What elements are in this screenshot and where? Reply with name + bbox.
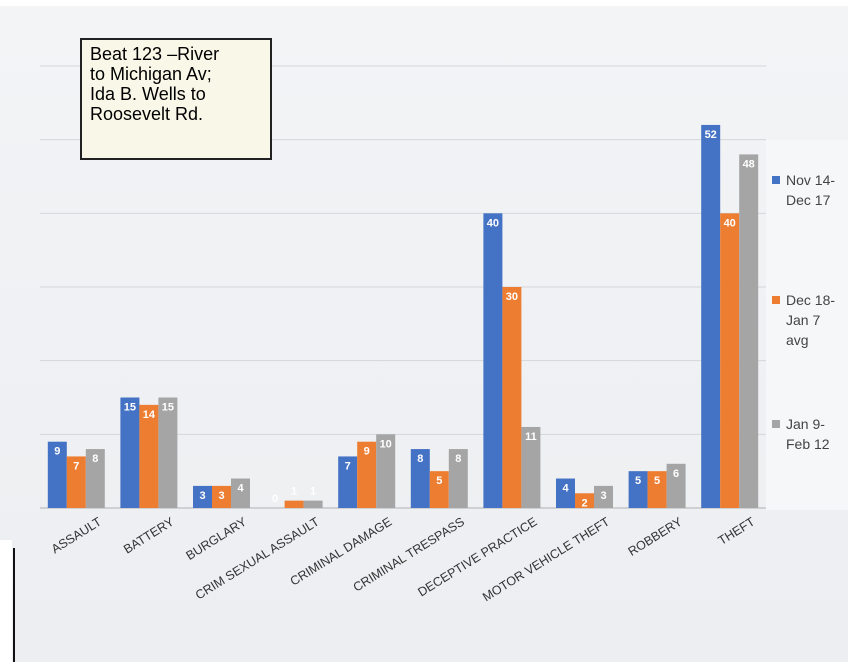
bar: [212, 485, 231, 508]
bar: [720, 213, 740, 509]
bars: [47, 124, 759, 509]
legend-nov-dec-line-1: Nov 14-: [786, 172, 836, 188]
bar: [85, 449, 105, 508]
bar: [120, 397, 140, 508]
data-label: 1: [310, 486, 316, 498]
beat-line-1: Beat 123 –River: [90, 44, 220, 64]
bar: [575, 493, 594, 508]
data-label: 4: [562, 483, 569, 495]
data-label: 7: [73, 460, 79, 472]
beat-line-2: to Michigan Av;: [90, 64, 212, 84]
bar: [628, 471, 648, 508]
legend-dec-jan-line-3: avg: [786, 332, 809, 348]
data-label: 5: [635, 475, 641, 487]
bar: [666, 463, 686, 508]
bar: [701, 124, 721, 508]
bar: [158, 397, 178, 508]
legend-swatch-gray: [772, 420, 780, 428]
beat-line-3: Ida B. Wells to: [90, 84, 206, 104]
bar: [284, 500, 304, 508]
bar: [303, 500, 323, 508]
legend-dec-jan-line-1: Dec 18-: [786, 292, 836, 308]
bar: [357, 441, 377, 508]
bar: [502, 287, 522, 508]
data-label: 9: [364, 446, 370, 458]
data-label: 4: [237, 483, 244, 495]
bar: [483, 213, 503, 509]
data-label: 6: [673, 468, 679, 480]
left-border-mask: [0, 540, 12, 662]
legend: Nov 14- Dec 17 Dec 18- Jan 7 avg Jan 9- …: [766, 140, 848, 510]
data-label: 7: [345, 460, 351, 472]
legend-jan-feb-line-2: Feb 12: [786, 436, 830, 452]
data-label: 40: [487, 217, 499, 229]
bar: [193, 485, 212, 508]
data-label: 8: [92, 453, 98, 465]
data-label: 15: [162, 402, 174, 414]
bar: [647, 471, 667, 508]
data-label: 10: [380, 438, 392, 450]
data-label: 15: [124, 402, 136, 414]
beat-text-box: Beat 123 –River to Michigan Av; Ida B. W…: [80, 38, 272, 160]
data-label: 48: [743, 158, 755, 170]
data-label: 0: [272, 493, 278, 505]
bar: [376, 434, 396, 508]
category-tick-label: ROBBERY: [626, 514, 686, 558]
bar: [66, 456, 86, 508]
data-label: 3: [218, 490, 224, 502]
bar: [521, 426, 541, 508]
bar: [410, 449, 430, 508]
data-label: 2: [581, 497, 587, 509]
data-label: 14: [143, 409, 156, 421]
data-label: 3: [600, 490, 606, 502]
category-tick-label: BURGLARY: [184, 514, 250, 563]
category-tick-label: MOTOR VEHICLE THEFT: [480, 514, 612, 604]
data-label: 1: [291, 486, 297, 498]
legend-swatch-blue: [772, 176, 780, 184]
legend-dec-jan-line-2: Jan 7: [786, 312, 821, 328]
data-label: 3: [199, 490, 205, 502]
bar: [594, 485, 613, 508]
beat-line-4: Roosevelt Rd.: [90, 104, 204, 124]
category-tick-label: DECEPTIVE PRACTICE: [415, 515, 539, 600]
data-label: 8: [417, 453, 423, 465]
data-label: 11: [525, 431, 537, 443]
bar: [556, 478, 575, 508]
data-label: 30: [506, 291, 518, 303]
category-tick-label: THEFT: [716, 514, 758, 547]
category-tick-label: ASSAULT: [49, 514, 104, 556]
bar: [448, 449, 468, 508]
legend-swatch-orange: [772, 296, 780, 304]
category-tick-label: CRIM SEXUAL ASSAULT: [193, 514, 322, 602]
data-label: 9: [54, 446, 60, 458]
bar: [231, 478, 250, 508]
data-label: 40: [724, 217, 736, 229]
bar: [139, 404, 159, 508]
top-edge: [0, 0, 848, 6]
bar: [47, 441, 67, 508]
category-tick-label: BATTERY: [121, 514, 177, 556]
data-label: 5: [654, 475, 660, 487]
data-label: 5: [436, 475, 442, 487]
data-label: 8: [455, 453, 461, 465]
data-label: 52: [705, 129, 717, 141]
left-border-line: [13, 548, 15, 662]
legend-nov-dec-line-2: Dec 17: [786, 192, 831, 208]
bar: [739, 154, 759, 508]
bar: [338, 456, 358, 508]
bar: [429, 471, 449, 508]
legend-jan-feb-line-1: Jan 9-: [786, 416, 825, 432]
